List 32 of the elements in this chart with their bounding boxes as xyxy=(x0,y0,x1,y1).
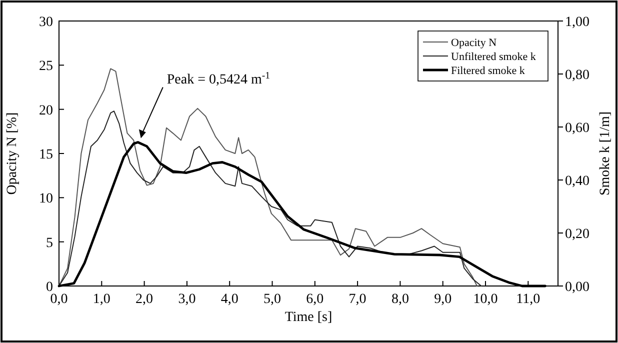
x-tick-label: 0,0 xyxy=(50,292,68,307)
annotation: Peak = 0,5424 m$^{-1}$ xyxy=(166,70,270,88)
y2-tick-label: 0,20 xyxy=(565,227,590,242)
y2-tick-label: 0,60 xyxy=(565,121,590,136)
x-tick-label: 8,0 xyxy=(391,292,409,307)
x-tick-label: 6,0 xyxy=(306,292,324,307)
x-tick-label: 5,0 xyxy=(264,292,281,307)
y-tick-label: 30 xyxy=(39,15,53,30)
y-tick-label: 5 xyxy=(46,236,53,251)
x-tick-label: 3,0 xyxy=(178,292,196,307)
y2-tick-label: 0,40 xyxy=(565,174,590,189)
x-axis-title: Time [s] xyxy=(284,310,332,325)
x-tick-label: 7,0 xyxy=(348,292,366,307)
y-tick-label: 10 xyxy=(39,192,53,207)
x-tick-label: 10,0 xyxy=(473,292,498,307)
y-tick-label: 0 xyxy=(46,280,53,295)
x-tick-label: 1,0 xyxy=(92,292,110,307)
y-axis-title: Opacity N [%] xyxy=(5,112,20,195)
x-tick-label: 2,0 xyxy=(136,292,154,307)
y2-tick-label: 0,00 xyxy=(565,280,590,295)
y-tick-label: 15 xyxy=(39,148,53,162)
legend-label: Opacity N xyxy=(451,37,497,49)
legend-label: Filtered smoke k xyxy=(451,65,526,77)
y2-tick-label: 1,00 xyxy=(565,15,590,30)
legend-label: Unfiltered smoke k xyxy=(451,51,536,63)
x-tick-label: 4,0 xyxy=(220,292,238,307)
x-tick-label: 11,0 xyxy=(516,292,540,307)
y-tick-label: 25 xyxy=(39,59,53,74)
y-tick-label: 20 xyxy=(39,103,53,118)
x-tick-label: 9,0 xyxy=(434,292,452,307)
y2-axis-title: Smoke k [1/m] xyxy=(598,112,613,196)
y2-tick-label: 0,80 xyxy=(565,68,590,83)
